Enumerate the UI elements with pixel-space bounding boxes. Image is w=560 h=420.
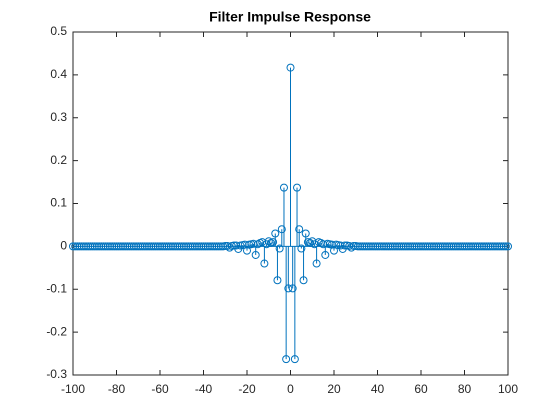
stem-marker <box>293 183 302 192</box>
stem-marker <box>284 284 293 293</box>
x-tick-label: -40 <box>195 382 213 396</box>
y-tick-label: 0.3 <box>50 110 67 124</box>
stem-marker <box>297 244 306 253</box>
x-tick-label: -80 <box>108 382 126 396</box>
stem-marker <box>504 242 512 251</box>
x-tick-label: -20 <box>238 382 256 396</box>
stem-marker <box>279 183 288 192</box>
stem-marker <box>288 284 297 293</box>
y-tick-label: -0.1 <box>46 281 67 295</box>
y-tick-label: 0.5 <box>50 24 67 38</box>
stem-marker <box>269 238 278 247</box>
stem-marker <box>301 229 310 238</box>
stem-marker <box>499 242 508 251</box>
stem-marker <box>271 229 280 238</box>
stem-marker <box>321 250 330 259</box>
y-tick-label: 0.4 <box>50 67 67 81</box>
x-tick-label: 40 <box>371 382 385 396</box>
x-tick-label: 60 <box>414 382 428 396</box>
y-tick-label: 0.2 <box>50 153 67 167</box>
x-tick-label: 100 <box>498 382 518 396</box>
x-tick-label: 0 <box>287 382 294 396</box>
stem-marker <box>282 355 291 364</box>
stem-marker <box>253 240 262 249</box>
y-tick-label: -0.2 <box>46 324 67 338</box>
x-tick-label: 20 <box>327 382 341 396</box>
stem-marker <box>312 259 321 268</box>
stem-marker <box>277 225 286 234</box>
stem-marker <box>264 237 273 246</box>
stem-marker <box>273 276 282 285</box>
stem-marker <box>275 244 284 253</box>
stem-marker <box>306 238 315 247</box>
stem-marker <box>290 355 299 364</box>
stem-marker <box>251 250 260 259</box>
x-tick-label: 80 <box>458 382 472 396</box>
stem-marker <box>299 276 308 285</box>
stem-marker <box>286 63 295 72</box>
y-tick-label: 0 <box>60 239 67 253</box>
y-tick-label: -0.3 <box>46 367 67 381</box>
stem-marker <box>501 242 510 251</box>
stem-marker <box>295 225 304 234</box>
chart-title: Filter Impulse Response <box>209 9 371 25</box>
y-tick-label: 0.1 <box>50 196 67 210</box>
x-tick-label: -60 <box>151 382 169 396</box>
stem-marker <box>260 259 269 268</box>
x-tick-label: -100 <box>61 382 85 396</box>
